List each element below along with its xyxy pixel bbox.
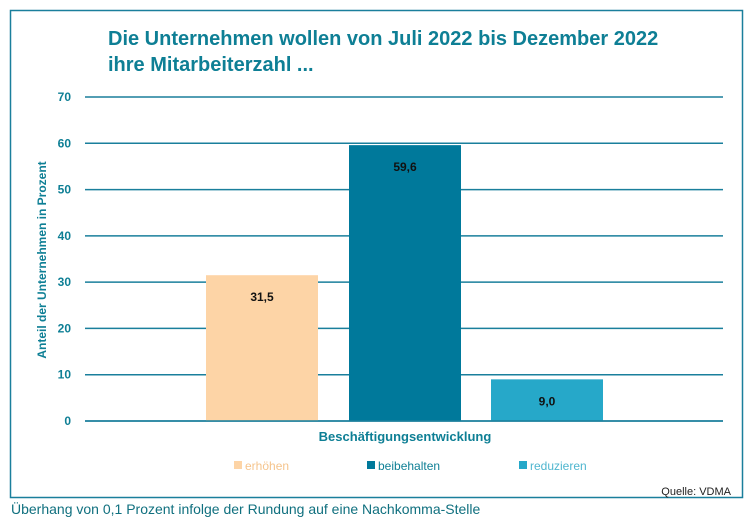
y-tick-label: 40 [58,229,72,243]
legend-swatch [519,461,527,469]
y-tick-label: 10 [58,368,72,382]
footnote: Überhang von 0,1 Prozent infolge der Run… [11,501,481,517]
legend-label: reduzieren [530,459,587,473]
bar-erhöhen [206,275,318,421]
legend-swatch [367,461,375,469]
y-tick-label: 20 [58,321,72,335]
y-tick-label: 50 [58,183,72,197]
chart-title-line-1: Die Unternehmen wollen von Juli 2022 bis… [108,28,658,50]
y-tick-label: 0 [64,414,71,428]
chart-title-line-2: ihre Mitarbeiterzahl ... [108,54,314,76]
legend-label: erhöhen [245,459,289,473]
y-tick-label: 60 [58,136,72,150]
legend-label: beibehalten [378,459,440,473]
y-tick-label: 30 [58,275,72,289]
data-label: 9,0 [539,394,556,408]
y-axis-label: Anteil der Unternehmen in Prozent [35,161,49,358]
legend-swatch [234,461,242,469]
bar-beibehalten [349,145,461,421]
bar-reduzieren [491,379,603,421]
source-label: Quelle: VDMA [661,486,731,498]
data-label: 59,6 [393,160,417,174]
data-label: 31,5 [250,290,274,304]
y-tick-label: 70 [58,90,72,104]
x-axis-label: Beschäftigungsentwicklung [319,429,492,444]
